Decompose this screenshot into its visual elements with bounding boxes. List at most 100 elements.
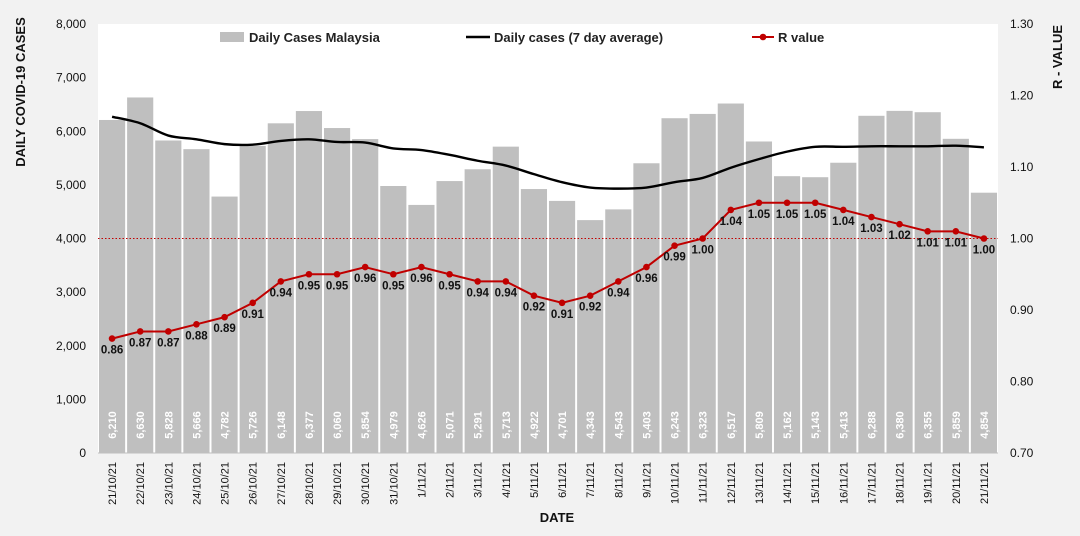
r-value-marker: [193, 321, 200, 328]
r-value-label: 0.89: [213, 323, 235, 335]
r-value-label: 0.92: [579, 302, 601, 314]
r-value-marker: [474, 278, 481, 285]
x-tick-label: 11/11/21: [698, 462, 710, 503]
r-value-marker: [699, 235, 706, 242]
bar-value-label: 4,701: [557, 411, 569, 439]
x-tick-label: 28/10/21: [304, 462, 316, 505]
left-y-tick-label: 1,000: [56, 392, 86, 406]
bar-9/11/21: [633, 163, 660, 453]
bar-3/11/21: [464, 169, 491, 453]
bar-13/11/21: [745, 141, 773, 453]
x-tick-label: 2/11/21: [445, 462, 457, 498]
right-y-tick-label: 1.30: [1010, 17, 1034, 31]
bar-value-label: 5,143: [810, 411, 822, 439]
r-value-label: 0.94: [466, 287, 489, 299]
bar-value-label: 4,782: [220, 411, 232, 439]
bar-25/10/21: [211, 196, 238, 453]
x-tick-label: 18/11/21: [895, 462, 907, 504]
bar-value-label: 6,355: [923, 411, 935, 439]
x-tick-label: 21/10/21: [107, 462, 119, 505]
x-tick-label: 8/11/21: [613, 462, 625, 498]
left-y-tick-label: 3,000: [56, 285, 86, 299]
r-value-label: 0.87: [157, 337, 179, 349]
bar-22/10/21: [127, 97, 154, 453]
r-value-marker: [558, 299, 566, 307]
r-value-line: [111, 201, 985, 340]
r-value-label: 1.05: [748, 209, 771, 221]
r-value-label: 0.88: [185, 330, 208, 342]
x-tick-label: 31/10/21: [388, 462, 400, 505]
bar-value-label: 6,243: [670, 411, 682, 439]
r-value-marker: [980, 235, 988, 242]
bar-16/11/21: [830, 162, 857, 453]
bar-18/11/21: [886, 110, 913, 453]
legend-label-r-value: R value: [778, 30, 824, 45]
r-value-label: 0.87: [129, 337, 151, 349]
x-tick-label: 14/11/21: [782, 462, 794, 504]
bar-28/10/21: [295, 111, 323, 453]
bar-value-label: 5,713: [501, 411, 513, 439]
r-value-marker: [502, 278, 510, 285]
bar-value-label: 4,343: [585, 411, 597, 439]
right-y-tick-label: 1.00: [1010, 232, 1034, 246]
bar-value-label: 4,854: [979, 410, 991, 438]
x-tick-label: 4/11/21: [501, 462, 513, 498]
x-tick-label: 1/11/21: [416, 462, 428, 498]
x-tick-label: 15/11/21: [810, 462, 822, 504]
x-tick-label: 26/10/21: [248, 462, 260, 505]
r-value-marker: [446, 270, 453, 278]
r-value-series: 0.86 0.87 0.87 0.88 0.89 0.91 0.94 0.95 0.95 0.96…: [101, 199, 995, 357]
bar-value-label: 4,626: [416, 411, 428, 439]
bar-12/11/21: [717, 103, 744, 453]
axes: 0 1,000 2,000 3,000 4,000 5,000 6,000 7,000 8,00…: [13, 17, 1065, 525]
r-value-marker: [952, 228, 960, 235]
r-value-marker: [643, 263, 650, 271]
x-tick-label: 25/10/21: [220, 462, 232, 505]
r-value-marker: [924, 228, 931, 235]
right-y-axis-title: R - VALUE: [1050, 25, 1065, 89]
average-line-group: [111, 115, 985, 190]
r-value-marker: [783, 199, 791, 207]
bar-29/10/21: [323, 128, 351, 453]
r-value-marker: [277, 278, 285, 285]
bar-23/10/21: [155, 140, 182, 453]
bar-19/11/21: [914, 112, 941, 453]
r-value-marker: [249, 299, 256, 307]
bar-5/11/21: [520, 189, 548, 454]
bar-11/11/21: [689, 113, 716, 453]
r-value-label: 0.99: [663, 252, 685, 264]
x-tick-label: 17/11/21: [866, 462, 878, 504]
bar-2/11/21: [436, 181, 463, 453]
bar-10/11/21: [661, 118, 688, 454]
bar-value-label: 4,543: [613, 411, 625, 439]
r-value-label: 1.04: [720, 216, 743, 228]
x-tick-label: 9/11/21: [641, 462, 653, 498]
r-value-label: 0.92: [523, 302, 545, 314]
right-y-tick-label: 0.70: [1010, 446, 1034, 460]
bar-value-label: 5,162: [782, 411, 794, 439]
x-axis-title: DATE: [540, 510, 575, 525]
x-tick-label: 3/11/21: [473, 462, 485, 498]
legend-label-daily-cases: Daily Cases Malaysia: [249, 30, 381, 45]
r-value-marker: [586, 292, 594, 300]
left-y-tick-label: 0: [79, 446, 86, 460]
left-y-tick-label: 8,000: [56, 17, 86, 31]
bar-value-label: 6,060: [332, 411, 344, 439]
r-value-marker: [333, 270, 341, 278]
r-value-marker: [615, 278, 622, 285]
bar-series: 6,210 6,630 5,828 5,666 4,782 5,726 6,148 6,377…: [98, 97, 998, 454]
bar-value-label: 5,726: [248, 411, 260, 439]
bar-value-label: 5,854: [360, 410, 372, 438]
bar-4/11/21: [492, 146, 519, 453]
r-value-marker: [840, 206, 847, 214]
x-tick-label: 20/11/21: [951, 462, 963, 504]
r-value-label: 0.95: [438, 280, 461, 292]
bar-17/11/21: [858, 115, 885, 453]
bar-value-label: 6,630: [135, 411, 147, 439]
r-value-marker: [811, 199, 819, 207]
bar-31/10/21: [380, 186, 407, 453]
x-tick-label: 7/11/21: [585, 462, 597, 498]
x-tick-label: 5/11/21: [529, 462, 541, 498]
seven-day-average-line: [111, 115, 985, 190]
